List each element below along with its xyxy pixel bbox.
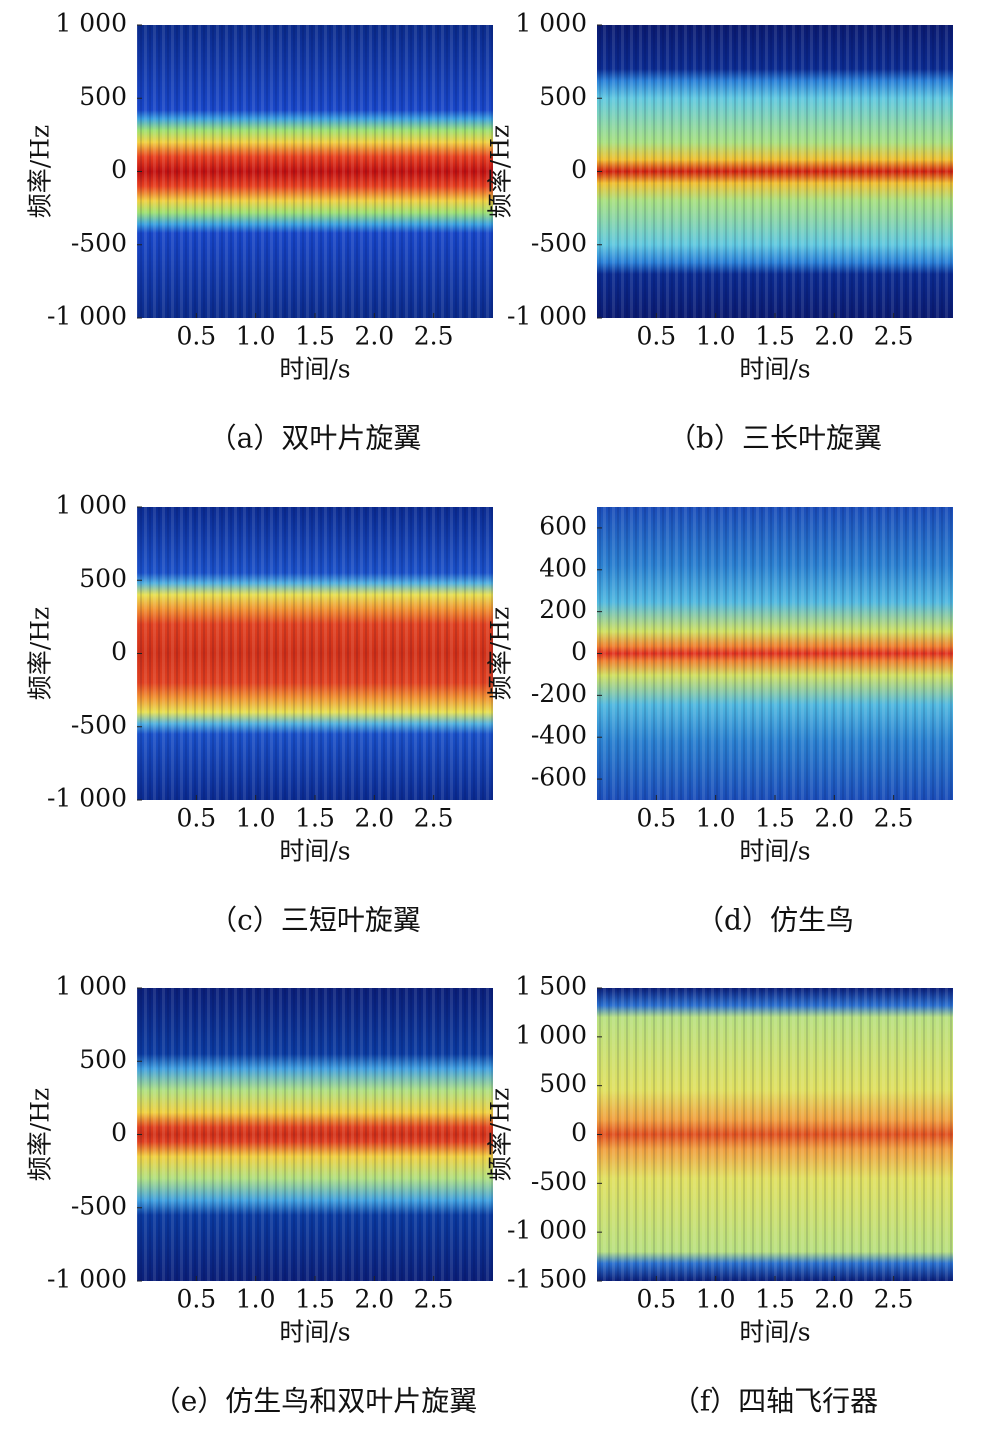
x-axis-label: 时间/s	[279, 1318, 350, 1347]
x-tick-label: 1.0	[696, 322, 736, 351]
x-axis-label: 时间/s	[739, 1318, 810, 1347]
x-tick-label: 2.0	[814, 322, 854, 351]
y-tick-label: 500	[79, 1045, 127, 1074]
y-tick-label: 0	[571, 1118, 587, 1147]
y-tick-label: 500	[79, 564, 127, 593]
spectrogram-texture	[137, 25, 493, 318]
y-tick-label: 0	[571, 637, 587, 666]
spectrogram-texture	[137, 507, 493, 800]
spectrogram-texture	[137, 988, 493, 1281]
y-tick-label: 1 000	[55, 972, 127, 1001]
y-tick-label: -1 500	[507, 1265, 587, 1294]
y-tick-label: -400	[531, 721, 587, 750]
x-tick-label: 0.5	[636, 322, 676, 351]
y-tick-label: 1 000	[515, 9, 587, 38]
x-tick-label: 0.5	[636, 1285, 676, 1314]
caption: （b）三长叶旋翼	[668, 422, 882, 455]
y-tick-label: 500	[539, 82, 587, 111]
x-tick-label: 2.0	[814, 1285, 854, 1314]
x-tick-label: 2.5	[874, 804, 914, 833]
x-tick-label: 1.0	[236, 804, 276, 833]
y-tick-label: 600	[539, 511, 587, 540]
x-tick-label: 0.5	[636, 804, 676, 833]
y-tick-label: -600	[531, 763, 587, 792]
x-axis-label: 时间/s	[279, 355, 350, 384]
x-tick-label: 1.5	[295, 322, 335, 351]
x-tick-label: 1.0	[696, 804, 736, 833]
y-tick-label: -1 000	[507, 1216, 587, 1245]
caption: （d）仿生鸟	[696, 904, 854, 937]
y-axis-label: 频率/Hz	[486, 1088, 515, 1181]
x-tick-label: 2.5	[414, 322, 454, 351]
x-tick-label: 0.5	[176, 322, 216, 351]
x-tick-label: 1.0	[696, 1285, 736, 1314]
y-tick-label: 0	[111, 155, 127, 184]
y-tick-label: 400	[539, 553, 587, 582]
y-tick-label: 200	[539, 595, 587, 624]
y-axis-label: 频率/Hz	[26, 125, 55, 218]
x-tick-label: 2.0	[814, 804, 854, 833]
x-axis-label: 时间/s	[739, 837, 810, 866]
caption: （f）四轴飞行器	[672, 1385, 878, 1418]
x-tick-label: 1.5	[295, 1285, 335, 1314]
spectrogram-texture	[597, 988, 953, 1281]
y-tick-label: 1 000	[55, 491, 127, 520]
x-tick-label: 1.5	[755, 1285, 795, 1314]
x-tick-label: 1.0	[236, 1285, 276, 1314]
x-tick-label: 1.5	[295, 804, 335, 833]
y-tick-label: 500	[79, 82, 127, 111]
x-tick-label: 2.0	[354, 804, 394, 833]
x-tick-label: 1.5	[755, 322, 795, 351]
x-tick-label: 0.5	[176, 1285, 216, 1314]
y-tick-label: -500	[71, 710, 127, 739]
caption: （c）三短叶旋翼	[209, 904, 421, 937]
caption: （a）双叶片旋翼	[209, 422, 422, 455]
y-axis-label: 频率/Hz	[26, 607, 55, 700]
x-tick-label: 2.5	[874, 1285, 914, 1314]
spectrogram-texture	[597, 507, 953, 800]
y-tick-label: 1 500	[515, 972, 587, 1001]
y-tick-label: -1 000	[507, 302, 587, 331]
spectrogram-texture	[597, 25, 953, 318]
x-tick-label: 2.0	[354, 1285, 394, 1314]
y-axis-label: 频率/Hz	[486, 607, 515, 700]
x-tick-label: 2.5	[414, 804, 454, 833]
y-tick-label: -1 000	[47, 1265, 127, 1294]
x-tick-label: 2.0	[354, 322, 394, 351]
y-tick-label: 500	[539, 1069, 587, 1098]
y-tick-label: -500	[71, 228, 127, 257]
y-tick-label: -500	[531, 228, 587, 257]
x-tick-label: 1.0	[236, 322, 276, 351]
y-tick-label: -1 000	[47, 784, 127, 813]
y-tick-label: -200	[531, 679, 587, 708]
y-tick-label: 1 000	[55, 9, 127, 38]
y-tick-label: -500	[71, 1191, 127, 1220]
y-tick-label: 0	[111, 637, 127, 666]
y-tick-label: -500	[531, 1167, 587, 1196]
x-axis-label: 时间/s	[279, 837, 350, 866]
y-tick-label: -1 000	[47, 302, 127, 331]
x-tick-label: 0.5	[176, 804, 216, 833]
x-tick-label: 2.5	[414, 1285, 454, 1314]
x-axis-label: 时间/s	[739, 355, 810, 384]
x-tick-label: 2.5	[874, 322, 914, 351]
y-tick-label: 0	[111, 1118, 127, 1147]
y-tick-label: 0	[571, 155, 587, 184]
y-axis-label: 频率/Hz	[486, 125, 515, 218]
x-tick-label: 1.5	[755, 804, 795, 833]
caption: （e）仿生鸟和双叶片旋翼	[153, 1385, 478, 1418]
y-axis-label: 频率/Hz	[26, 1088, 55, 1181]
y-tick-label: 1 000	[515, 1020, 587, 1049]
